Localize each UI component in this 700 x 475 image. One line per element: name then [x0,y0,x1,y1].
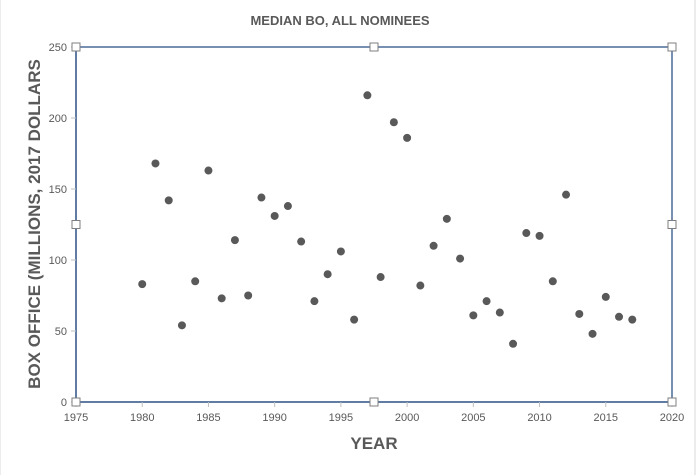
data-point [482,297,491,306]
data-point [217,294,226,303]
chart-title: MEDIAN BO, ALL NOMINEES [250,13,429,28]
data-point [297,237,306,246]
y-tick-labels: 0 50 100 150 200 250 [49,42,76,409]
x-tick-label: 1995 [329,412,353,424]
resize-handle[interactable] [667,42,677,52]
data-point [416,281,425,290]
x-tick-label: 2015 [594,412,618,424]
data-point [575,309,584,318]
data-point [336,247,345,256]
resize-handle[interactable] [667,220,677,229]
x-tick-label: 2010 [527,412,551,424]
y-tick-label: 200 [49,113,67,125]
data-point [177,321,186,330]
x-tick-label: 1990 [262,412,286,424]
y-tick-label: 150 [49,184,67,196]
x-tick-label: 1975 [64,412,88,424]
data-point [601,292,610,301]
data-point [615,312,624,321]
data-point [204,166,213,175]
resize-handle[interactable] [71,42,81,52]
resize-handles[interactable] [71,42,677,407]
y-axis-title: BOX OFFICE (MILLIONS, 2017 DOLLARS [25,59,44,389]
data-point [456,254,465,263]
data-point [283,202,292,211]
resize-handle[interactable] [71,220,81,229]
data-point [509,339,518,348]
resize-handle[interactable] [369,397,379,407]
resize-handle[interactable] [71,397,81,407]
data-point [628,315,637,324]
data-point [429,241,438,250]
data-point [389,118,398,127]
y-tick-label: 250 [49,42,67,54]
x-tick-label: 1980 [130,412,154,424]
data-point [522,229,531,238]
data-point [376,273,385,282]
y-tick-label: 0 [61,397,67,409]
data-point [495,308,504,317]
data-point [138,280,147,289]
data-point [403,133,412,142]
plot-area[interactable] [75,46,673,403]
y-tick-label: 50 [55,326,67,338]
x-tick-label: 2020 [660,412,684,424]
resize-handle[interactable] [369,42,379,52]
data-point [562,190,571,199]
data-point [270,211,279,220]
data-point [442,214,451,223]
data-point [310,297,319,306]
data-point [230,236,239,245]
x-axis-title: YEAR [350,434,397,453]
data-point [244,291,253,300]
data-point [548,277,557,286]
resize-handle[interactable] [667,397,677,407]
data-point [588,329,597,338]
data-point [469,311,478,320]
data-point [151,159,160,168]
data-point [350,315,359,324]
y-tick-label: 100 [49,255,67,267]
x-tick-label: 2005 [461,412,485,424]
data-markers [138,91,637,348]
data-point [257,193,266,202]
data-point [164,196,173,205]
data-point [363,91,372,100]
data-point [191,277,200,286]
x-tick-label: 1985 [196,412,220,424]
data-point [323,270,332,279]
x-tick-labels: 1975 1980 1985 1990 1995 2000 2005 2010 2015 2020 [64,402,684,424]
data-point [535,231,544,240]
x-tick-label: 2000 [395,412,419,424]
